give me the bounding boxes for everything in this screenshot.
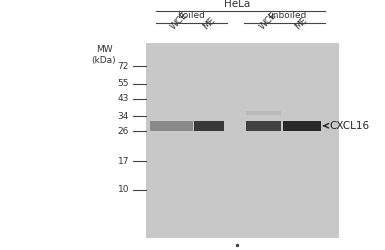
Text: ME: ME — [293, 16, 309, 31]
Text: boiled: boiled — [177, 11, 204, 20]
Text: HeLa: HeLa — [224, 0, 250, 9]
Bar — [283, 121, 321, 130]
Text: 17: 17 — [117, 157, 129, 166]
Text: 43: 43 — [117, 94, 129, 103]
Text: 55: 55 — [117, 79, 129, 88]
Text: 72: 72 — [117, 62, 129, 71]
Text: WCE: WCE — [169, 10, 190, 31]
Bar — [150, 121, 192, 130]
Text: unboiled: unboiled — [267, 11, 306, 20]
Bar — [246, 111, 281, 115]
Text: 34: 34 — [117, 112, 129, 121]
Text: WCE: WCE — [257, 10, 278, 31]
Text: ME: ME — [201, 16, 217, 31]
Bar — [246, 121, 281, 130]
Text: 10: 10 — [117, 186, 129, 194]
Bar — [146, 42, 339, 237]
Text: 26: 26 — [117, 127, 129, 136]
Bar — [194, 121, 224, 130]
Text: CXCL16: CXCL16 — [329, 121, 369, 131]
Text: MW
(kDa): MW (kDa) — [92, 45, 116, 65]
